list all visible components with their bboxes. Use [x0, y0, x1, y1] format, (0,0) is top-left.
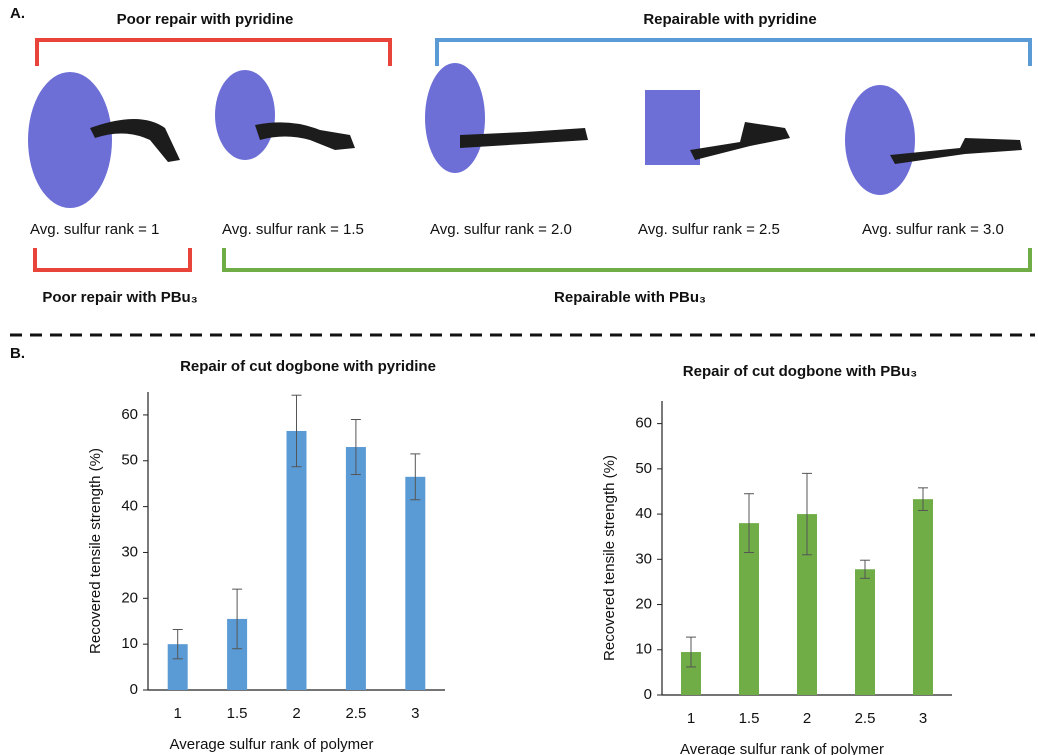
- error-bar: [350, 419, 361, 476]
- x-tick-label: 2.5: [855, 710, 876, 727]
- bracket-label: Poor repair with pyridine: [117, 11, 294, 28]
- bracket: [222, 248, 1032, 272]
- y-tick-label: 0: [644, 686, 652, 703]
- y-tick-label: 50: [635, 460, 652, 477]
- x-tick-label: 1.5: [227, 705, 248, 722]
- bar: [405, 476, 426, 690]
- bracket-label: Repairable with pyridine: [643, 11, 816, 28]
- y-tick-label: 30: [121, 543, 138, 560]
- photo: [215, 70, 355, 160]
- photo: [645, 90, 790, 165]
- photo: [425, 63, 588, 173]
- error-bar: [172, 628, 183, 660]
- bar: [855, 569, 875, 695]
- y-tick-label: 20: [635, 596, 652, 613]
- caption: Avg. sulfur rank = 1: [30, 221, 159, 238]
- y-tick-label: 10: [121, 635, 138, 652]
- y-tick-label: 60: [121, 406, 138, 423]
- photo: [845, 85, 1022, 195]
- photos: [28, 63, 1022, 208]
- x-tick-label: 2: [803, 710, 811, 727]
- error-bar: [744, 493, 754, 554]
- bar: [913, 499, 933, 695]
- error-bar: [686, 636, 696, 668]
- panel-label: B.: [10, 345, 25, 362]
- y-tick-label: 60: [635, 415, 652, 432]
- y-tick-label: 50: [121, 452, 138, 469]
- y-tick-label: 40: [635, 505, 652, 522]
- x-axis-label: Average sulfur rank of polymer: [170, 736, 374, 753]
- x-tick-label: 1.5: [739, 710, 760, 727]
- caption: Avg. sulfur rank = 3.0: [862, 221, 1004, 238]
- caption: Avg. sulfur rank = 2.5: [638, 221, 780, 238]
- bar: [797, 514, 817, 695]
- bracket: [435, 38, 1032, 66]
- bar: [167, 644, 188, 690]
- bar: [739, 523, 759, 695]
- x-axis-label: Average sulfur rank of polymer: [680, 741, 884, 755]
- caption: Avg. sulfur rank = 1.5: [222, 221, 364, 238]
- error-bar: [860, 559, 870, 579]
- caption: Avg. sulfur rank = 2.0: [430, 221, 572, 238]
- bracket: [35, 38, 392, 66]
- x-tick-label: 3: [919, 710, 927, 727]
- y-axis-label: Recovered tensile strength (%): [87, 448, 104, 654]
- chart-title: Repair of cut dogbone with pyridine: [180, 358, 436, 375]
- error-bar: [232, 588, 243, 650]
- bracket-label: Repairable with PBu₃: [554, 289, 706, 306]
- bracket-label: Poor repair with PBu₃: [42, 289, 197, 306]
- chart-title: Repair of cut dogbone with PBu₃: [683, 363, 917, 380]
- x-tick-label: 2.5: [345, 705, 366, 722]
- x-tick-label: 3: [411, 705, 419, 722]
- panel-label: A.: [10, 5, 25, 22]
- y-tick-label: 30: [635, 550, 652, 567]
- x-tick-label: 2: [292, 705, 300, 722]
- y-tick-label: 20: [121, 589, 138, 606]
- bar: [681, 652, 701, 695]
- x-tick-label: 1: [174, 705, 182, 722]
- photo: [28, 72, 180, 208]
- bracket: [33, 248, 192, 272]
- x-tick-label: 1: [687, 710, 695, 727]
- y-tick-label: 10: [635, 641, 652, 658]
- bar: [286, 430, 307, 690]
- bar: [227, 618, 248, 690]
- y-tick-label: 0: [130, 681, 138, 698]
- y-tick-label: 40: [121, 498, 138, 515]
- error-bar: [410, 453, 421, 501]
- bar: [345, 447, 366, 690]
- error-bar: [802, 472, 812, 556]
- y-axis-label: Recovered tensile strength (%): [601, 455, 618, 661]
- error-bar: [918, 487, 928, 511]
- error-bar: [291, 394, 302, 468]
